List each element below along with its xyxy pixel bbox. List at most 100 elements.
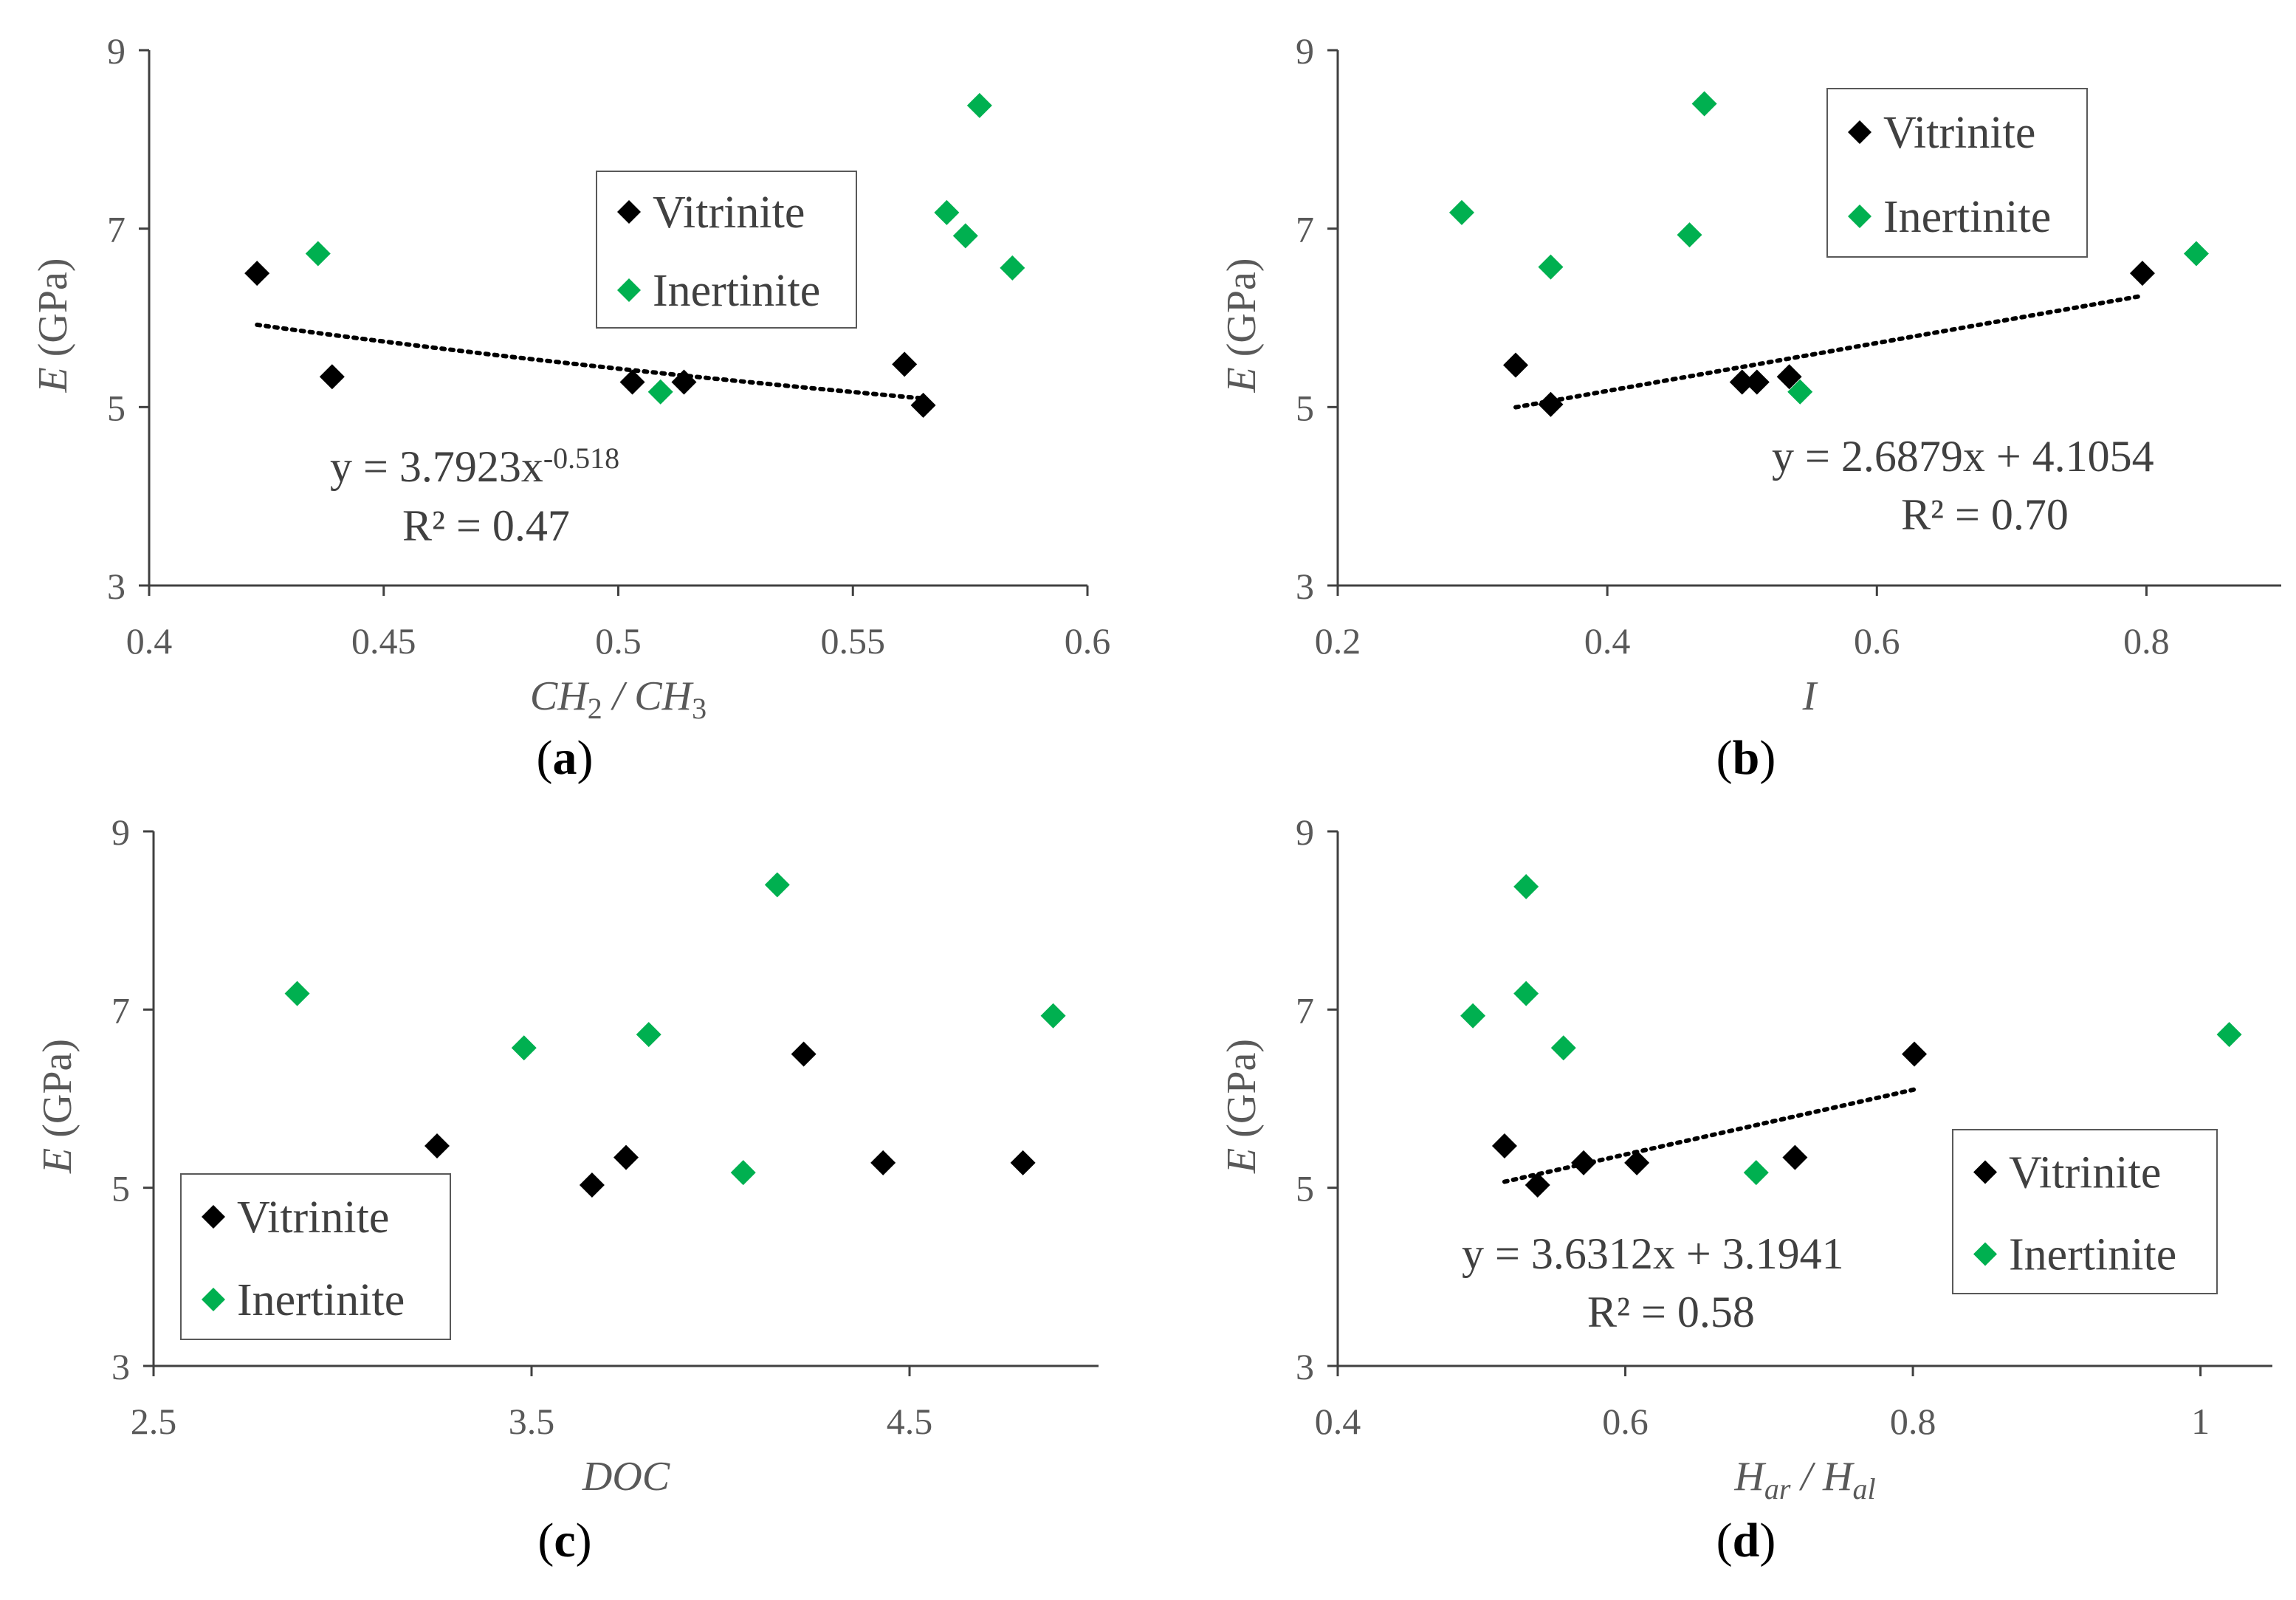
y-tick-label: 5	[1296, 1168, 1314, 1209]
x-axis-label: DOC	[582, 1454, 670, 1500]
trendline-equation: y = 3.7923x-0.518	[330, 442, 619, 491]
legend-inertinite-label: Inertinite	[237, 1275, 405, 1325]
legend-vitrinite-label: Vitrinite	[2009, 1148, 2161, 1198]
legend-vitrinite-label: Vitrinite	[653, 188, 805, 238]
panel-caption: (a)	[537, 731, 594, 785]
x-tick-label: 0.55	[821, 620, 886, 662]
inertinite-point	[1513, 981, 1539, 1006]
legend-inertinite-label: Inertinite	[2009, 1230, 2176, 1280]
legend: Vitrinite Inertinite	[1952, 1129, 2218, 1294]
vitrinite-point	[1902, 1041, 1928, 1067]
y-tick-label: 7	[1296, 989, 1314, 1031]
r-squared-label: R² = 0.70	[1901, 490, 2069, 539]
vitrinite-point	[1782, 1144, 1808, 1170]
y-tick-label: 9	[1296, 30, 1314, 72]
vitrinite-point	[613, 1144, 639, 1170]
inertinite-point	[647, 379, 673, 405]
trendline	[1502, 1087, 1917, 1184]
inertinite-point	[934, 199, 960, 225]
legend-vitrinite-marker	[1848, 120, 1871, 144]
legend: Vitrinite Inertinite	[596, 171, 857, 329]
trendline	[255, 322, 926, 401]
inertinite-point	[1538, 254, 1564, 280]
inertinite-point	[1691, 91, 1717, 117]
panel-caption: (b)	[1716, 731, 1776, 785]
legend-inertinite-marker	[1973, 1242, 1997, 1266]
vitrinite-point	[2129, 261, 2155, 286]
chart-panel-b: 3 5 7 9 0.2 0.4 0.6 0.8 I E (GPa) y = 2.6879x + 4.…	[1219, 30, 2281, 785]
inertinite-point	[636, 1022, 661, 1048]
y-tick-label: 3	[1296, 566, 1314, 607]
inertinite-point	[511, 1035, 537, 1061]
x-tick-label: 0.45	[351, 620, 416, 662]
y-tick-label: 7	[111, 989, 130, 1031]
y-tick-label: 5	[111, 1168, 130, 1209]
legend: Vitrinite Inertinite	[180, 1173, 451, 1340]
vitrinite-point	[870, 1150, 896, 1175]
legend-vitrinite-marker	[617, 200, 641, 224]
vitrinite-point	[1502, 352, 1528, 378]
x-tick-label: 0.2	[1315, 620, 1361, 662]
x-axis-label: Har / Hal	[1733, 1454, 1875, 1505]
y-tick-label: 5	[107, 387, 126, 428]
legend-inertinite-marker	[617, 278, 641, 302]
x-tick-label: 0.8	[2123, 620, 2170, 662]
inertinite-point	[1448, 199, 1474, 225]
legend-box	[596, 171, 857, 329]
inertinite-point	[1513, 873, 1539, 899]
y-tick-label: 5	[1296, 387, 1314, 428]
y-tick-label: 7	[107, 209, 126, 250]
y-tick-label: 7	[1296, 209, 1314, 250]
inertinite-point	[764, 872, 790, 898]
x-tick-label: 2.5	[131, 1401, 177, 1442]
vitrinite-point	[1525, 1172, 1550, 1198]
x-tick-label: 0.6	[1602, 1401, 1649, 1442]
legend-vitrinite-label: Vitrinite	[237, 1192, 389, 1243]
inertinite-point	[1040, 1003, 1066, 1029]
inertinite-point	[1460, 1003, 1486, 1029]
vitrinite-point	[910, 392, 936, 418]
vitrinite-point	[1571, 1150, 1597, 1175]
x-tick-label: 1	[2191, 1401, 2210, 1442]
y-tick-label: 3	[111, 1346, 130, 1387]
legend-inertinite-marker	[1848, 205, 1871, 228]
x-tick-label: 3.5	[509, 1401, 555, 1442]
y-axis-label: E (GPa)	[1219, 1039, 1265, 1174]
panel-caption: (d)	[1716, 1514, 1776, 1568]
legend-inertinite-label: Inertinite	[653, 266, 820, 316]
chart-panel-a: 3 5 7 9 0.4 0.45 0.5 0.55 0.6 CH2 / CH3 E (GPa) y =…	[30, 30, 1110, 785]
trendline-equation: y = 3.6312x + 3.1941	[1462, 1229, 1844, 1278]
vitrinite-point	[791, 1041, 817, 1067]
vitrinite-point	[579, 1172, 605, 1198]
x-tick-label: 0.6	[1065, 620, 1111, 662]
chart-panel-d: 3 5 7 9 0.4 0.6 0.8 1 Har / Hal E (GPa) y = 3.6312…	[1219, 811, 2272, 1568]
legend-vitrinite-marker	[202, 1205, 225, 1229]
inertinite-point	[1743, 1160, 1769, 1186]
vitrinite-point	[1538, 391, 1564, 417]
inertinite-point	[1677, 222, 1702, 248]
x-tick-label: 0.6	[1854, 620, 1900, 662]
r-squared-label: R² = 0.47	[402, 501, 570, 550]
legend-vitrinite-marker	[1973, 1160, 1997, 1184]
vitrinite-point	[892, 351, 918, 377]
inertinite-point	[1550, 1035, 1576, 1061]
inertinite-point	[2216, 1022, 2242, 1048]
inertinite-point	[952, 223, 978, 249]
vitrinite-point	[1491, 1133, 1517, 1158]
x-tick-label: 4.5	[887, 1401, 933, 1442]
inertinite-point	[730, 1160, 756, 1186]
legend-inertinite-marker	[202, 1288, 225, 1311]
vitrinite-point	[619, 369, 645, 395]
y-axis-label: E (GPa)	[1219, 258, 1265, 394]
inertinite-point	[305, 241, 331, 267]
vitrinite-point	[1744, 369, 1770, 395]
y-tick-label: 3	[1296, 1346, 1314, 1387]
y-axis-label: E (GPa)	[30, 258, 76, 394]
vitrinite-point	[1776, 364, 1802, 390]
x-tick-label: 0.4	[1315, 1401, 1361, 1442]
panel-caption: (c)	[537, 1514, 591, 1568]
x-axis-label: I	[1802, 673, 1818, 719]
trendline-equation: y = 2.6879x + 4.1054	[1772, 432, 2154, 481]
vitrinite-point	[319, 364, 345, 390]
